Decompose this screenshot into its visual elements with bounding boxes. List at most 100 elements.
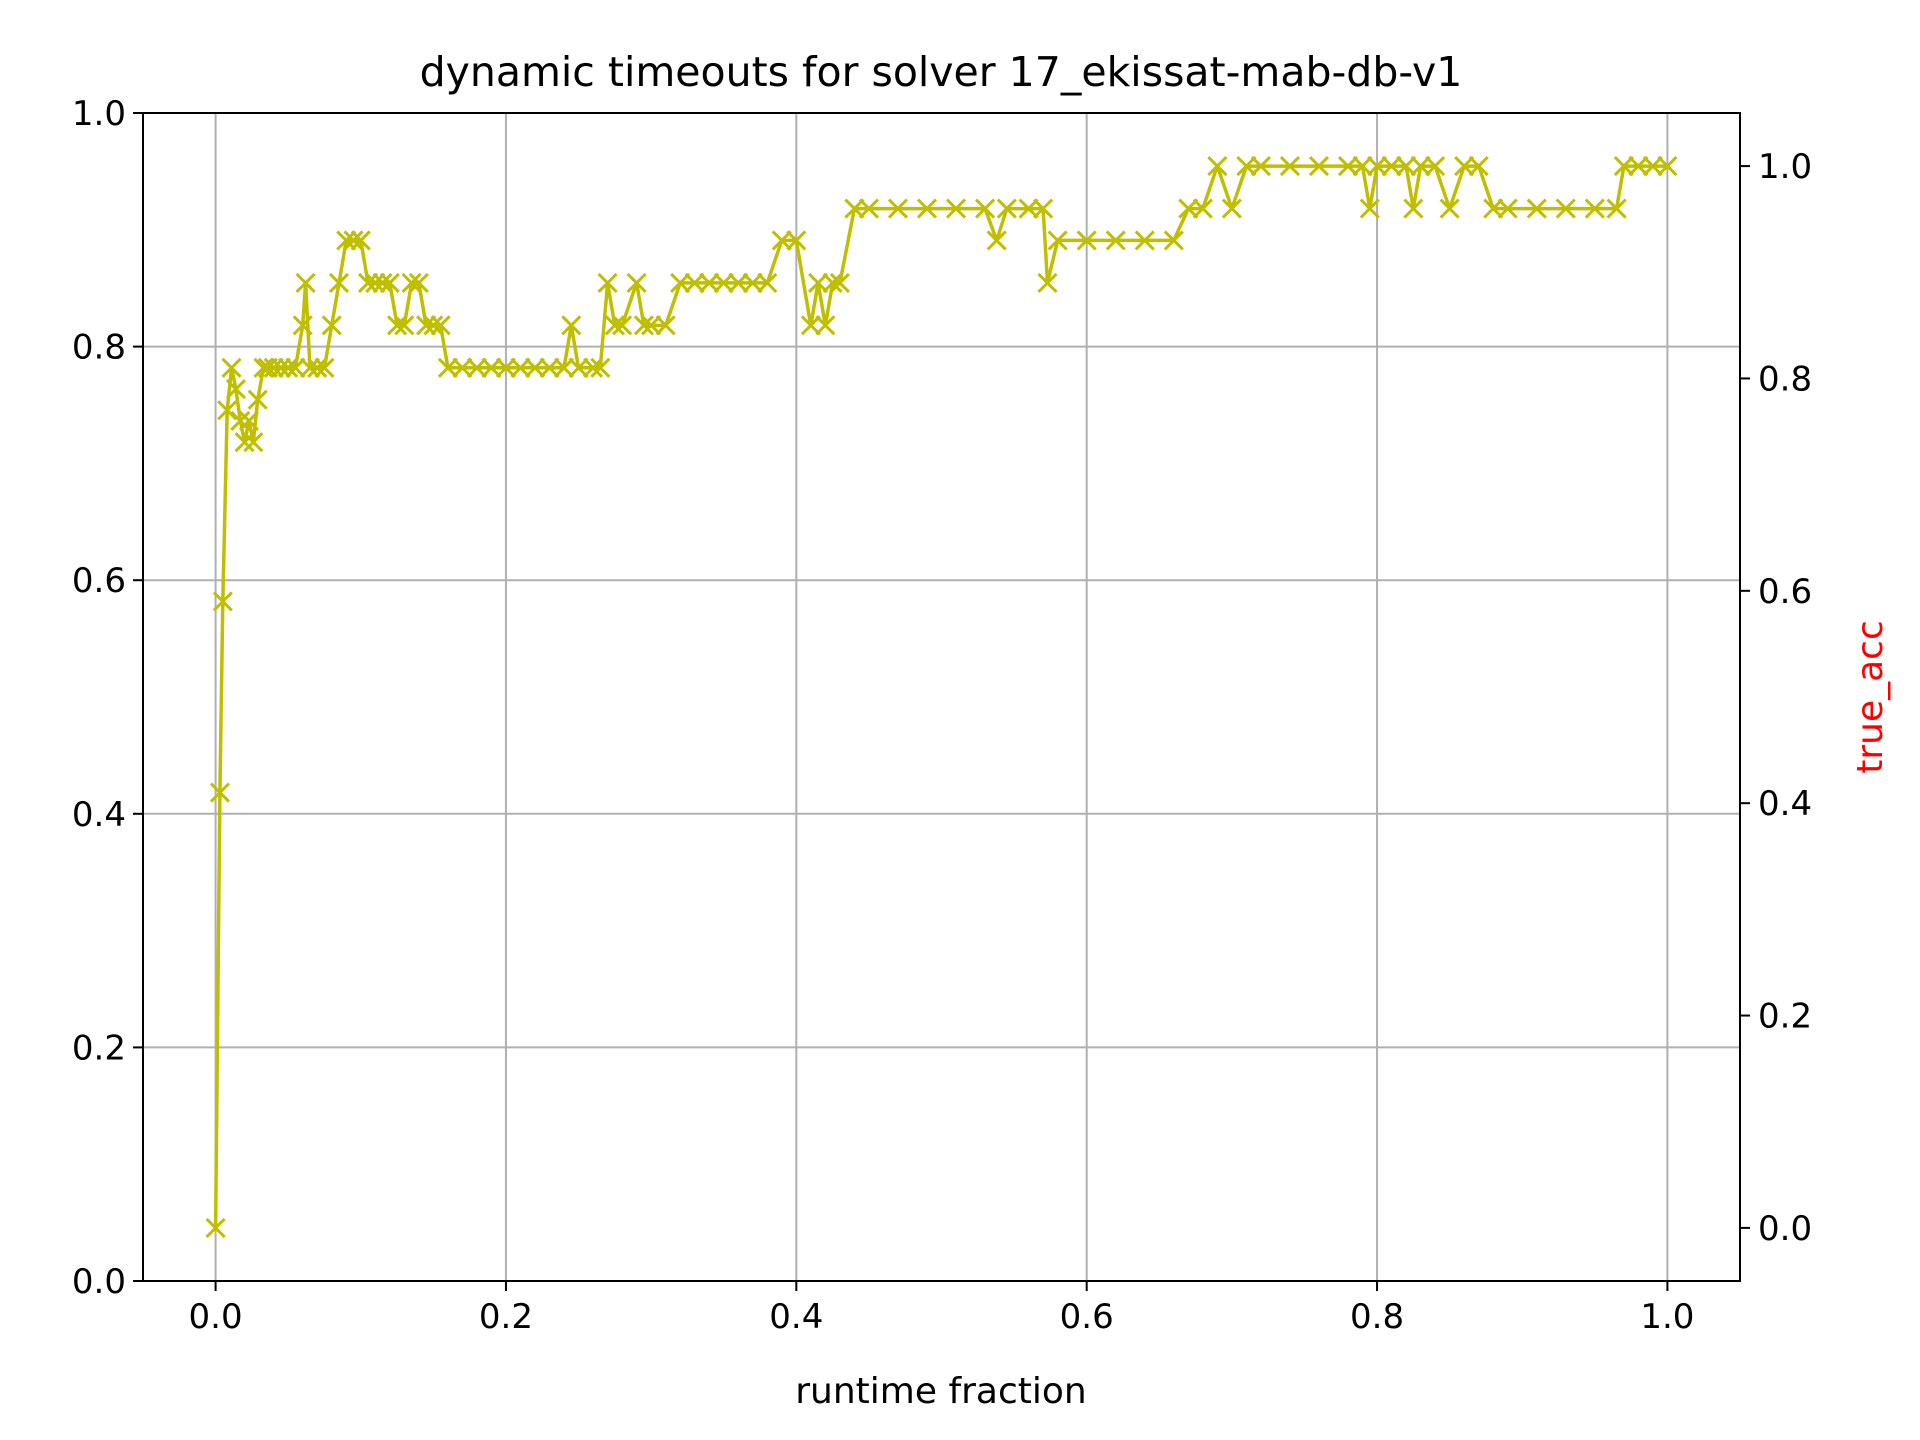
data-point-marker (1352, 156, 1373, 177)
data-point-marker (510, 357, 531, 378)
data-point-marker (1037, 272, 1058, 293)
data-point-marker (278, 357, 299, 378)
data-point-marker (372, 272, 393, 293)
data-point-marker (217, 400, 238, 421)
data-point-marker (1613, 156, 1634, 177)
y-axis-left-ticks: 0.0 0.2 0.4 0.6 0.8 1.0 (72, 94, 143, 1302)
data-point-marker (699, 272, 720, 293)
data-point-marker (742, 272, 763, 293)
data-point-marker (263, 357, 284, 378)
data-point-marker (1628, 156, 1649, 177)
data-point-marker (221, 357, 242, 378)
data-point-marker (307, 357, 328, 378)
data-point-marker (1468, 156, 1489, 177)
data-point-marker (539, 357, 560, 378)
data-point-marker (1410, 156, 1431, 177)
data-point-marker (916, 198, 938, 219)
data-point-marker (336, 230, 357, 251)
data-point-marker (1359, 198, 1380, 219)
y-axis-right-label: true_acc (1850, 620, 1891, 774)
data-point-marker (597, 272, 618, 293)
data-point-marker (1207, 156, 1228, 177)
data-point-marker (1105, 230, 1126, 251)
data-point-marker (285, 357, 306, 378)
data-point-marker (713, 272, 734, 293)
data-point-marker (887, 198, 909, 219)
y-right-tick-label: 0.4 (1758, 784, 1812, 824)
x-tick-label: 0.8 (1350, 1297, 1404, 1337)
data-point-marker (408, 272, 429, 293)
x-axis-label: runtime fraction (795, 1371, 1087, 1412)
x-axis-ticks: 0.0 0.2 0.4 0.6 0.8 1.0 (189, 1281, 1694, 1337)
data-point-marker (822, 272, 843, 293)
data-point-marker (225, 379, 246, 400)
data-point-marker (844, 198, 865, 219)
data-point-marker (800, 315, 821, 336)
data-point-marker (553, 357, 575, 378)
data-point-marker (945, 198, 967, 219)
plot-frame (142, 112, 1741, 1282)
x-tick-label: 0.4 (769, 1297, 823, 1337)
data-point-marker (655, 315, 676, 336)
y-right-tick-label: 0.0 (1758, 1209, 1812, 1249)
data-point-marker (401, 272, 422, 293)
data-point-marker (437, 357, 458, 378)
data-point-marker (583, 357, 604, 378)
data-point-marker (641, 315, 662, 336)
data-point-marker (986, 230, 1007, 251)
y-right-tick-label: 1.0 (1758, 147, 1812, 187)
data-point-marker (808, 272, 829, 293)
y-tick-label: 0.2 (72, 1028, 126, 1068)
data-point-marker (416, 315, 437, 336)
y-axis-right-ticks: 0.0 0.2 0.4 0.6 0.8 1.0 (1740, 147, 1812, 1249)
data-point-marker (1483, 198, 1504, 219)
data-point-marker (829, 272, 850, 293)
y-tick-label: 0.4 (72, 795, 126, 835)
y-tick-label: 0.6 (72, 561, 126, 601)
data-point-marker (234, 432, 255, 453)
data-point-marker (633, 315, 654, 336)
data-point-marker (626, 272, 647, 293)
data-point-marker (1497, 198, 1518, 219)
data-point-marker (1657, 156, 1678, 177)
data-point-marker (212, 591, 233, 612)
data-point-marker (1642, 156, 1663, 177)
data-point-marker (1425, 156, 1446, 177)
data-point-marker (357, 272, 379, 293)
data-point-marker (590, 357, 611, 378)
data-point-marker (1076, 230, 1097, 251)
data-point-marker (684, 272, 705, 293)
data-point-marker (343, 230, 364, 251)
data-point-marker (466, 357, 487, 378)
x-tick-label: 0.0 (189, 1297, 243, 1337)
data-point-marker (1163, 230, 1184, 251)
data-point-marker (350, 230, 371, 251)
data-point-marker (299, 357, 321, 378)
data-point-marker (379, 272, 400, 293)
data-point-marker (815, 315, 836, 336)
data-point-marker (757, 272, 778, 293)
data-point-marker (1279, 156, 1301, 177)
data-point-marker (238, 410, 260, 431)
series-layer (205, 156, 1678, 1238)
series-line (213, 164, 1668, 1228)
data-point-marker (1033, 198, 1054, 219)
data-point-marker (423, 315, 444, 336)
data-point-marker (209, 782, 231, 803)
data-point-marker (1454, 156, 1475, 177)
data-point-marker (1236, 156, 1257, 177)
data-point-marker (771, 230, 792, 251)
data-point-marker (205, 1217, 226, 1238)
data-point-marker (1221, 198, 1242, 219)
x-tick-label: 1.0 (1640, 1297, 1694, 1337)
data-point-marker (481, 357, 502, 378)
data-point-marker (394, 315, 415, 336)
y-right-tick-label: 0.8 (1758, 359, 1812, 399)
data-point-marker (1192, 198, 1213, 219)
data-point-marker (524, 357, 546, 378)
data-point-marker (328, 272, 350, 293)
data-point-marker (247, 389, 268, 410)
data-point-marker (1178, 198, 1199, 219)
y-right-tick-label: 0.2 (1758, 997, 1812, 1037)
